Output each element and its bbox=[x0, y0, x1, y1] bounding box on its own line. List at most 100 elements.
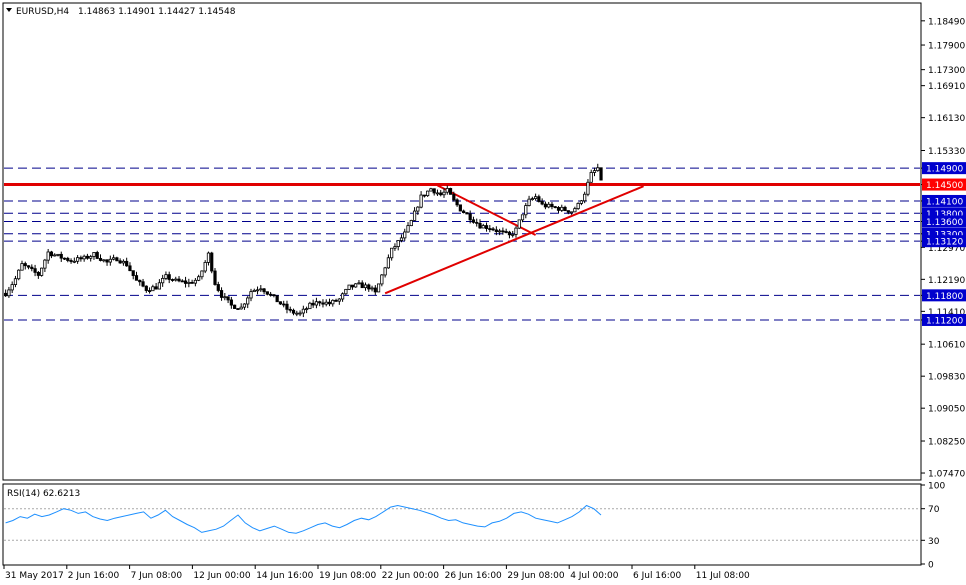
candle bbox=[108, 255, 112, 266]
candle bbox=[494, 226, 498, 236]
candle-body bbox=[255, 289, 260, 292]
candle-body bbox=[305, 308, 309, 311]
candle bbox=[138, 279, 142, 286]
price-tick-label: 1.16130 bbox=[928, 114, 965, 124]
price-tick-label: 1.11410 bbox=[928, 308, 965, 318]
candle-body bbox=[350, 284, 355, 288]
time-tick-label: 31 May 2017 bbox=[5, 571, 64, 581]
ohlc-values: 1.14863 1.14901 1.14427 1.14548 bbox=[78, 7, 236, 17]
dropdown-triangle-icon[interactable] bbox=[6, 8, 12, 12]
price-tick-label: 1.12970 bbox=[928, 244, 965, 254]
candle bbox=[17, 269, 21, 281]
candle-body bbox=[141, 281, 145, 287]
candle-body bbox=[409, 220, 413, 227]
candle bbox=[105, 259, 109, 266]
candle bbox=[563, 205, 567, 212]
rsi-plot-frame bbox=[2, 483, 922, 566]
rsi-line bbox=[5, 504, 602, 534]
candle bbox=[69, 258, 73, 264]
rsi-title: RSI(14) 62.6213 bbox=[7, 489, 80, 499]
candle-body bbox=[327, 301, 332, 305]
candle-body bbox=[118, 260, 122, 264]
candle bbox=[517, 219, 521, 230]
candle bbox=[265, 291, 269, 296]
candle-body bbox=[252, 289, 256, 293]
rsi-tick-label: 70 bbox=[928, 505, 940, 515]
candle bbox=[376, 283, 381, 293]
candle bbox=[399, 234, 404, 243]
candle bbox=[95, 250, 99, 260]
candle bbox=[340, 292, 345, 302]
candle-body bbox=[432, 188, 436, 194]
candle bbox=[134, 271, 139, 281]
candle bbox=[439, 190, 443, 197]
candle bbox=[409, 219, 413, 227]
candle-body bbox=[17, 269, 21, 280]
chart-header: EURUSD,H4 1.14863 1.14901 1.14427 1.1454… bbox=[6, 7, 236, 17]
candle bbox=[262, 287, 266, 295]
candle bbox=[383, 266, 387, 278]
candle bbox=[183, 276, 188, 288]
candle-body bbox=[380, 274, 384, 285]
candle-body bbox=[416, 206, 420, 212]
candle-body bbox=[233, 304, 237, 309]
candle-body bbox=[462, 210, 466, 214]
candle bbox=[242, 303, 247, 310]
candle bbox=[334, 298, 338, 302]
level-label-bg bbox=[922, 313, 966, 326]
level-label: 1.14900 bbox=[926, 165, 963, 175]
price-tick-label: 1.09050 bbox=[928, 405, 965, 415]
candle bbox=[157, 279, 161, 290]
candle bbox=[475, 218, 479, 227]
candle-body bbox=[203, 262, 207, 272]
candle bbox=[426, 190, 430, 197]
candle-body bbox=[589, 172, 593, 183]
candle-body bbox=[583, 193, 587, 202]
time-tick-label: 6 Jul 16:00 bbox=[633, 571, 682, 581]
candle bbox=[4, 289, 8, 297]
candle bbox=[141, 278, 145, 288]
level-labels: 1.149001.145001.141001.138001.136001.133… bbox=[922, 162, 966, 326]
candle-body bbox=[249, 291, 253, 299]
candle-body bbox=[484, 225, 489, 229]
candle bbox=[331, 299, 335, 307]
candle-body bbox=[340, 293, 345, 300]
candle bbox=[170, 278, 175, 282]
candle bbox=[583, 191, 587, 204]
candle-body bbox=[147, 290, 152, 292]
candle-body bbox=[399, 237, 404, 241]
candle-body bbox=[390, 247, 394, 259]
candle bbox=[543, 201, 548, 210]
candle bbox=[504, 228, 508, 234]
candle bbox=[357, 280, 361, 285]
candle bbox=[507, 230, 512, 239]
candle bbox=[432, 188, 436, 196]
price-tick-label: 1.08250 bbox=[928, 438, 965, 448]
candle bbox=[579, 199, 584, 206]
candle-body bbox=[239, 306, 243, 310]
candle-body bbox=[403, 231, 407, 239]
candle bbox=[255, 286, 260, 295]
level-label: 1.13120 bbox=[926, 238, 963, 248]
level-label: 1.14100 bbox=[926, 197, 963, 207]
candle bbox=[46, 248, 50, 264]
candle-body bbox=[56, 253, 60, 256]
candle-body bbox=[331, 299, 335, 305]
candle bbox=[233, 304, 237, 309]
candle-body bbox=[468, 213, 472, 221]
time-tick-label: 11 Jul 08:00 bbox=[696, 571, 750, 581]
candle-body bbox=[43, 259, 47, 269]
candle-body bbox=[69, 260, 73, 262]
time-tick-label: 7 Jun 08:00 bbox=[131, 571, 183, 581]
candle bbox=[573, 206, 577, 213]
candle bbox=[177, 276, 181, 283]
candle bbox=[197, 274, 201, 282]
candle bbox=[403, 228, 407, 241]
candle bbox=[203, 260, 207, 274]
level-label: 1.13600 bbox=[926, 218, 963, 228]
candle bbox=[121, 259, 126, 266]
candle bbox=[422, 194, 426, 198]
candle-body bbox=[85, 255, 90, 259]
time-tick-label: 14 Jun 16:00 bbox=[256, 571, 313, 581]
